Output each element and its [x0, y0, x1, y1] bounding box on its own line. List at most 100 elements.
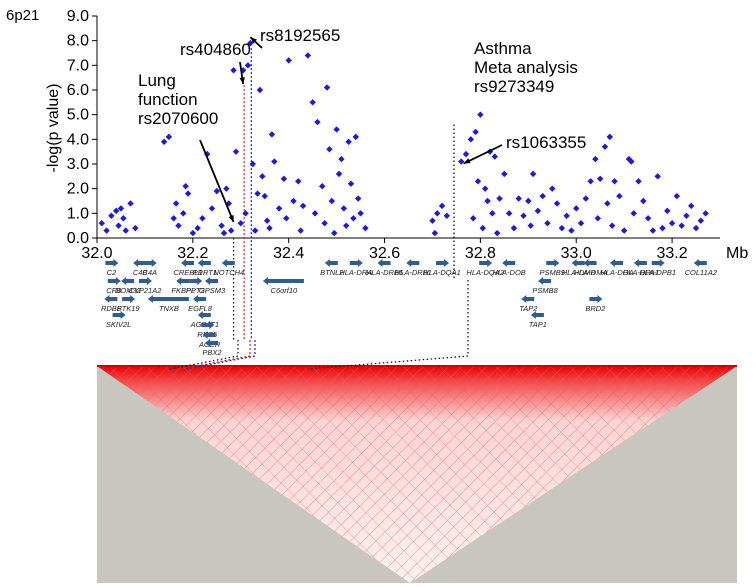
gene-tap1: TAP1: [529, 311, 547, 329]
y-tick-label: 5.0: [67, 107, 89, 124]
gene-arrow: [181, 259, 195, 267]
snp-point: [335, 170, 343, 178]
snp-point: [343, 222, 350, 229]
snp-point: [184, 190, 192, 197]
snp-point: [596, 175, 604, 182]
gene-c4b: C4B: [133, 259, 148, 277]
snp-point: [290, 197, 297, 205]
gene-label: BTNL2: [320, 268, 344, 277]
gene-arrow: [502, 259, 516, 267]
snp-point: [244, 62, 252, 69]
gene-label: TAP2: [519, 304, 538, 313]
annotation-lung-line: rs2070600: [138, 109, 218, 128]
gene-arrow: [479, 259, 493, 267]
snp-point: [230, 67, 237, 74]
gene-arrow: [122, 295, 136, 303]
annotation-lung-line: Lung: [138, 71, 176, 90]
snp-point: [333, 126, 340, 133]
x-tick-label: 33.2: [657, 245, 688, 262]
snp-point: [510, 224, 518, 232]
snp-point: [493, 229, 501, 237]
snp-point: [553, 200, 561, 207]
gene-arrow: [112, 311, 126, 319]
annotation-lung-arrowhead: [228, 215, 234, 222]
snp-point: [132, 224, 139, 232]
annotation-rs404860-line: rs404860: [180, 40, 251, 59]
snp-point: [601, 143, 609, 150]
snp-point: [338, 155, 345, 163]
snp-point: [242, 210, 249, 217]
gene-label: C4A: [142, 268, 157, 277]
gene-hla-dqa2: HLA-DQA2: [466, 259, 505, 277]
snp-point: [529, 170, 537, 178]
snp-point: [549, 185, 556, 192]
gene-label: BRD2: [585, 304, 606, 313]
snp-point: [283, 215, 290, 222]
gene-arrow: [104, 295, 118, 303]
snp-point: [635, 178, 642, 185]
gene-hla-dmb: HLA-DMB: [562, 259, 596, 277]
annotation-rs404860-arrowhead: [239, 77, 245, 84]
snp-point: [429, 217, 436, 224]
gene-label: SKIV2L: [106, 320, 131, 329]
y-tick-label: 8.0: [67, 33, 89, 50]
annotation-asthma-line: rs9273349: [474, 77, 554, 96]
snp-point: [108, 212, 115, 219]
gene-arrow: [633, 259, 647, 267]
snp-point: [592, 155, 599, 163]
gene-cfb: CFB: [106, 277, 121, 295]
gene-cyp21a2: CYP21A2: [128, 277, 162, 295]
annotation-rs1063355-line: rs1063355: [506, 133, 586, 152]
annotation-lung-arrow: [199, 139, 235, 223]
snp-point: [321, 220, 328, 227]
annotation-asthma-line: Asthma: [474, 39, 532, 58]
gene-label: HLA-DRB5: [366, 268, 404, 277]
snp-point: [345, 138, 352, 145]
snp-point: [350, 215, 357, 222]
gene-hla-dpb1: HLA-DPB1: [639, 259, 676, 277]
gene-label: PPT2: [186, 286, 206, 295]
gene-notch4: NOTCH4: [213, 259, 244, 277]
snp-point: [120, 215, 127, 222]
snp-point: [115, 222, 122, 229]
gene-fkbpl: FKBPL: [171, 277, 195, 295]
x-tick-label: 32.4: [273, 245, 304, 262]
y-axis-label: -log(p value): [45, 84, 62, 173]
gene-label: C4B: [133, 268, 148, 277]
snp-point: [297, 227, 304, 234]
snp-point: [654, 173, 661, 180]
snp-point: [182, 183, 189, 190]
ld-triangle-hatch-cross: [97, 366, 737, 583]
gene-arrow: [546, 259, 560, 267]
snp-point: [237, 220, 244, 227]
gene-hla-dra: HLA-DRA: [339, 259, 372, 277]
snp-point: [604, 200, 611, 207]
gene-label: COL11A2: [685, 268, 718, 277]
snp-point: [232, 148, 240, 155]
y-ticks: 0.0 1.0 2.0 3.0 4.0 5.0 6.0 7.0 8.0 9.0: [67, 8, 97, 247]
gene-arrow: [530, 311, 544, 319]
gene-dom3z: DOM3Z: [115, 277, 142, 295]
y-tick-label: 2.0: [67, 181, 89, 198]
snp-point: [223, 185, 230, 192]
annotation-rs8192565-arrowhead: [250, 37, 257, 44]
snp-point: [558, 224, 566, 232]
snp-point: [112, 207, 120, 215]
snp-point: [484, 197, 491, 205]
gene-arrow: [147, 295, 189, 303]
gene-stk19: STK19: [117, 295, 140, 313]
x-tick-label: 32.8: [465, 245, 496, 262]
ld-connector-right: [307, 280, 469, 370]
snp-point: [263, 217, 271, 224]
gene-label: CFB: [106, 286, 121, 295]
gene-arrow: [436, 259, 450, 267]
gene-label: HLA-DQA1: [423, 268, 461, 277]
snp-point: [268, 131, 276, 138]
snp-point: [213, 187, 221, 195]
gene-label: HLA-DMA: [574, 268, 608, 277]
gene-arrow: [205, 339, 219, 347]
snp-point: [481, 185, 489, 192]
snp-point: [474, 178, 482, 185]
gene-arrow: [693, 259, 707, 267]
y-tick-label: 7.0: [67, 57, 89, 74]
